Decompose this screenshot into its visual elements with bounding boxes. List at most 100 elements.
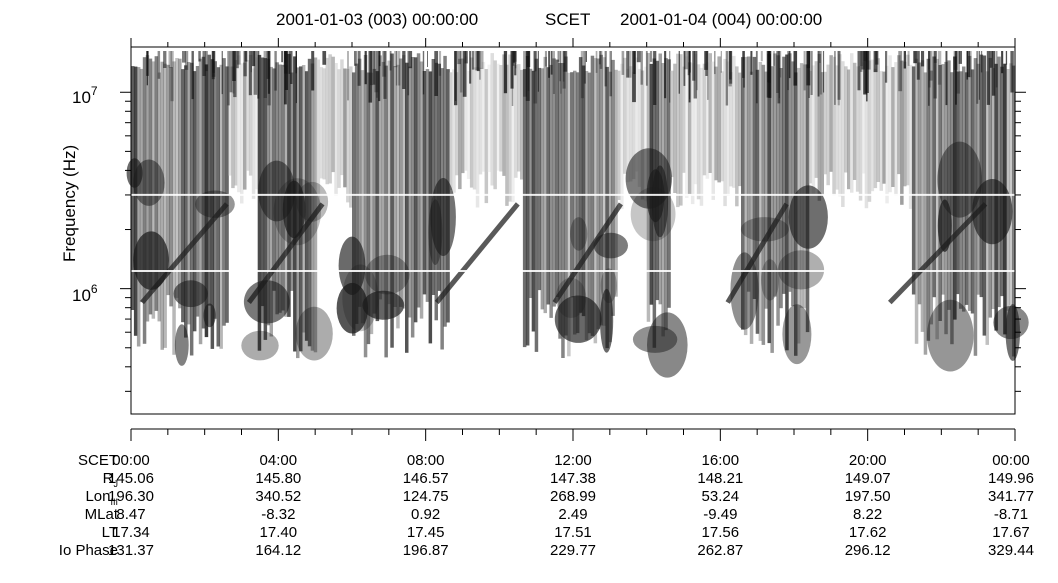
intensity-streak <box>966 51 970 78</box>
intensity-column <box>770 66 774 353</box>
intensity-column <box>870 59 875 192</box>
intensity-column <box>525 56 530 346</box>
intensity-streak <box>1010 51 1014 93</box>
intensity-column <box>761 64 766 345</box>
intensity-blob <box>173 280 208 308</box>
intensity-column <box>911 66 916 295</box>
intensity-blob <box>788 185 828 249</box>
ephemeris-cell-mlat: 0.92 <box>411 506 441 523</box>
intensity-streak <box>202 51 206 76</box>
intensity-streak <box>266 51 270 79</box>
intensity-streak <box>857 51 861 91</box>
intensity-column <box>640 70 645 200</box>
intensity-column <box>316 59 321 205</box>
intensity-blob <box>927 299 974 372</box>
ephemeris-cell-mlat: 2.49 <box>558 506 588 523</box>
ephemeris-cell-scet: 16:00 <box>701 452 740 469</box>
ephemeris-cell-lon-iii: 124.75 <box>402 488 449 505</box>
intensity-streak <box>376 51 378 98</box>
intensity-blob <box>338 236 366 295</box>
intensity-column <box>817 53 822 201</box>
intensity-streak <box>875 51 879 65</box>
intensity-streak <box>364 51 367 85</box>
intensity-blob <box>570 217 588 251</box>
row-label-rj: RJ <box>102 470 118 489</box>
intensity-column <box>614 69 618 297</box>
intensity-streak <box>357 51 361 86</box>
intensity-streak <box>284 51 287 105</box>
intensity-column <box>864 57 869 209</box>
intensity-column <box>587 72 592 334</box>
intensity-streak <box>683 51 686 86</box>
intensity-streak <box>742 51 745 78</box>
intensity-column <box>428 71 433 344</box>
intensity-column <box>413 57 418 323</box>
intensity-blob <box>195 190 235 218</box>
ephemeris-cell-r-j: 145.06 <box>108 470 154 487</box>
intensity-column <box>422 71 427 295</box>
intensity-column <box>867 60 872 202</box>
intensity-column <box>228 66 232 176</box>
intensity-column <box>481 61 486 172</box>
intensity-blob <box>203 303 216 328</box>
intensity-column <box>829 55 833 172</box>
intensity-column <box>755 69 760 334</box>
intensity-streak <box>322 51 327 65</box>
ephemeris-cell-io-phase: 262.87 <box>697 542 744 559</box>
intensity-column <box>1009 63 1013 306</box>
intensity-column <box>850 53 854 193</box>
intensity-column <box>546 67 550 305</box>
intensity-column <box>166 64 170 296</box>
intensity-column <box>1012 65 1016 357</box>
intensity-column <box>222 58 226 326</box>
intensity-column <box>354 63 359 324</box>
intensity-column <box>570 72 574 298</box>
ephemeris-cell-lt: 17.67 <box>992 524 1030 541</box>
intensity-column <box>372 68 377 314</box>
intensity-column <box>608 71 612 343</box>
intensity-streak <box>157 51 161 79</box>
intensity-blob <box>174 324 189 366</box>
intensity-streak <box>383 51 387 99</box>
intensity-column <box>573 70 577 335</box>
intensity-column <box>764 71 768 309</box>
intensity-streak <box>229 51 233 93</box>
ephemeris-cell-mlat: 8.22 <box>853 506 883 523</box>
ephemeris-cell-mlat: -8.32 <box>261 506 296 523</box>
intensity-column <box>578 57 583 313</box>
intensity-column <box>920 60 925 332</box>
intensity-streak <box>395 51 398 86</box>
intensity-streak <box>1005 51 1008 65</box>
intensity-streak <box>1001 51 1004 74</box>
ephemeris-cell-scet: 12:00 <box>554 452 592 469</box>
intensity-blob <box>554 295 602 343</box>
intensity-streak <box>837 51 840 106</box>
intensity-column <box>390 53 394 348</box>
intensity-blob <box>336 282 368 334</box>
intensity-streak <box>823 51 825 93</box>
intensity-streak <box>559 51 561 82</box>
intensity-streak <box>408 51 413 69</box>
intensity-streak <box>182 51 186 63</box>
intensity-column <box>732 55 736 188</box>
intensity-column <box>184 65 188 338</box>
intensity-column <box>847 69 851 190</box>
intensity-streak <box>469 51 472 84</box>
intensity-column <box>1006 69 1010 311</box>
intensity-column <box>248 54 253 176</box>
intensity-streak <box>237 51 241 65</box>
intensity-streak <box>958 51 962 64</box>
intensity-streak <box>684 51 688 70</box>
intensity-column <box>932 56 936 298</box>
intensity-streak <box>512 51 515 63</box>
intensity-streak <box>250 51 252 73</box>
intensity-column <box>826 64 830 186</box>
intensity-column <box>605 66 609 349</box>
intensity-column <box>416 53 421 308</box>
intensity-column <box>682 66 686 173</box>
intensity-blob <box>647 312 688 378</box>
intensity-blob <box>258 160 296 222</box>
intensity-column <box>832 56 836 196</box>
intensity-column <box>738 72 742 187</box>
